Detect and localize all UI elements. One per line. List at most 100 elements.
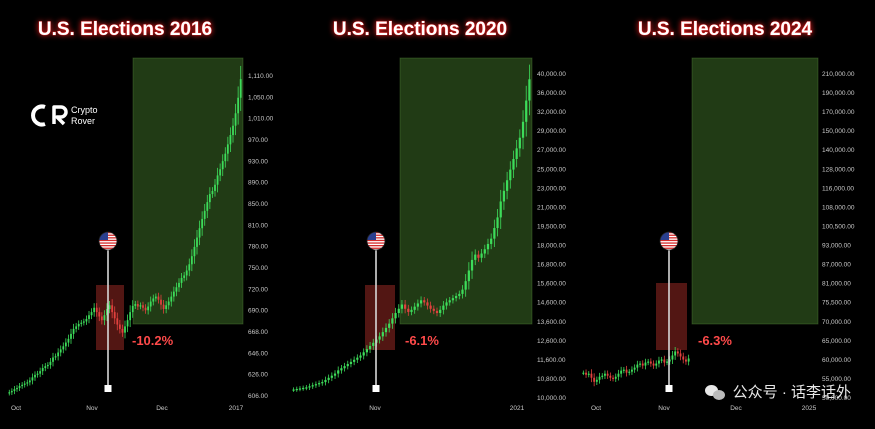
y-tick-label: 170,000.00 — [822, 109, 855, 116]
y-tick-label: 626.00 — [248, 372, 268, 379]
candle-body — [467, 270, 470, 282]
y-tick-label: 21,000.00 — [537, 204, 566, 211]
candle-body — [660, 359, 663, 361]
y-tick-label: 1,110.00 — [248, 73, 273, 80]
candle-body — [190, 256, 193, 265]
candle-body — [512, 158, 515, 170]
candle-body — [604, 373, 606, 376]
candle-body — [180, 277, 183, 283]
candle-body — [95, 307, 98, 313]
candle-body — [340, 368, 343, 371]
candle-body — [36, 373, 39, 375]
crypto-rover-logo: Crypto Rover — [31, 104, 98, 127]
y-tick-label: 81,000.00 — [822, 281, 851, 288]
candle-body — [601, 375, 604, 377]
candle-body — [633, 367, 636, 370]
candle-body — [16, 387, 18, 390]
candle-body — [333, 373, 337, 376]
flag-stripe — [99, 245, 117, 247]
us-flag-icon-0 — [98, 231, 118, 251]
candle-body — [124, 326, 126, 333]
candle-body — [154, 296, 157, 299]
candle-body — [232, 125, 234, 136]
y-tick-label: 1,010.00 — [248, 116, 274, 123]
candle-body — [416, 303, 419, 307]
y-tick-label: 970.00 — [248, 137, 268, 144]
candle-body — [239, 79, 242, 98]
candle-body — [57, 352, 60, 357]
candle-body — [39, 371, 42, 374]
y-tick-label: 668.00 — [248, 329, 268, 336]
candle-body — [144, 307, 147, 311]
candle-body — [185, 270, 188, 276]
candle-body — [423, 300, 426, 303]
candle-body — [381, 332, 384, 337]
candle-body — [224, 153, 227, 162]
x-tick-label: 2025 — [802, 405, 817, 412]
candle-body — [397, 308, 400, 314]
y-tick-label: 25,000.00 — [537, 166, 566, 173]
candle-body — [461, 289, 464, 294]
candle-body — [216, 175, 219, 185]
flag-body — [99, 232, 117, 250]
candle-body — [113, 312, 116, 319]
candle-body — [432, 308, 435, 311]
candle-body — [206, 202, 209, 211]
candle-body — [23, 383, 26, 385]
candle-body — [64, 342, 67, 347]
candle-body — [509, 169, 512, 181]
candle-body — [609, 375, 612, 378]
candle-body — [77, 323, 80, 327]
candle-body — [103, 315, 106, 321]
candle-body — [641, 363, 644, 366]
candle-body — [317, 383, 321, 385]
candle-body — [330, 375, 333, 378]
candle-body — [598, 376, 601, 380]
candle-body — [378, 336, 381, 340]
candle-body — [442, 305, 445, 310]
candle-body — [502, 190, 506, 202]
candle-body — [587, 373, 590, 375]
candle-body — [388, 323, 391, 328]
y-tick-label: 32,000.00 — [537, 109, 566, 116]
drawdown-percent-label: -6.1% — [405, 333, 439, 348]
candle-body — [196, 237, 198, 247]
y-tick-label: 65,000.00 — [822, 338, 851, 345]
candle-body — [219, 169, 222, 176]
candle-body — [458, 293, 461, 297]
flag-stripe — [367, 242, 385, 244]
candle-body — [343, 366, 346, 369]
candle-body — [49, 361, 52, 365]
candle-body — [499, 201, 502, 218]
panel-1: 40,000.00 36,000.00 32,000.00 29,000.00 27,0… — [292, 57, 566, 412]
candle-body — [93, 307, 96, 313]
candle-body — [400, 304, 404, 309]
flag-border — [659, 231, 679, 251]
candle-body — [451, 298, 455, 301]
candle-body — [454, 296, 458, 299]
candle-body — [685, 359, 687, 362]
candle-body — [435, 310, 439, 314]
wechat-watermark: 公众号 · 话李话外 — [704, 381, 851, 402]
candle-body — [188, 264, 191, 271]
logo-text-line1: Crypto — [71, 105, 98, 115]
wechat-icon — [704, 383, 727, 401]
x-tick-label: 2021 — [510, 405, 525, 412]
candle-body — [136, 304, 139, 307]
candle-body — [172, 291, 175, 297]
candle-body — [183, 275, 186, 278]
candle-body — [464, 281, 467, 290]
y-tick-label: 50,000.00 — [822, 395, 851, 402]
candle-body — [585, 372, 587, 375]
post-election-green-zone — [132, 57, 244, 325]
candle-body — [170, 296, 173, 302]
candle-body — [496, 217, 499, 229]
candle-body — [682, 356, 685, 360]
candle-body — [528, 79, 531, 101]
candle-body — [622, 369, 625, 371]
candle-body — [178, 282, 180, 288]
flag-stripe — [99, 247, 117, 249]
candle-body — [631, 369, 633, 372]
y-tick-label: 850.00 — [248, 201, 268, 208]
